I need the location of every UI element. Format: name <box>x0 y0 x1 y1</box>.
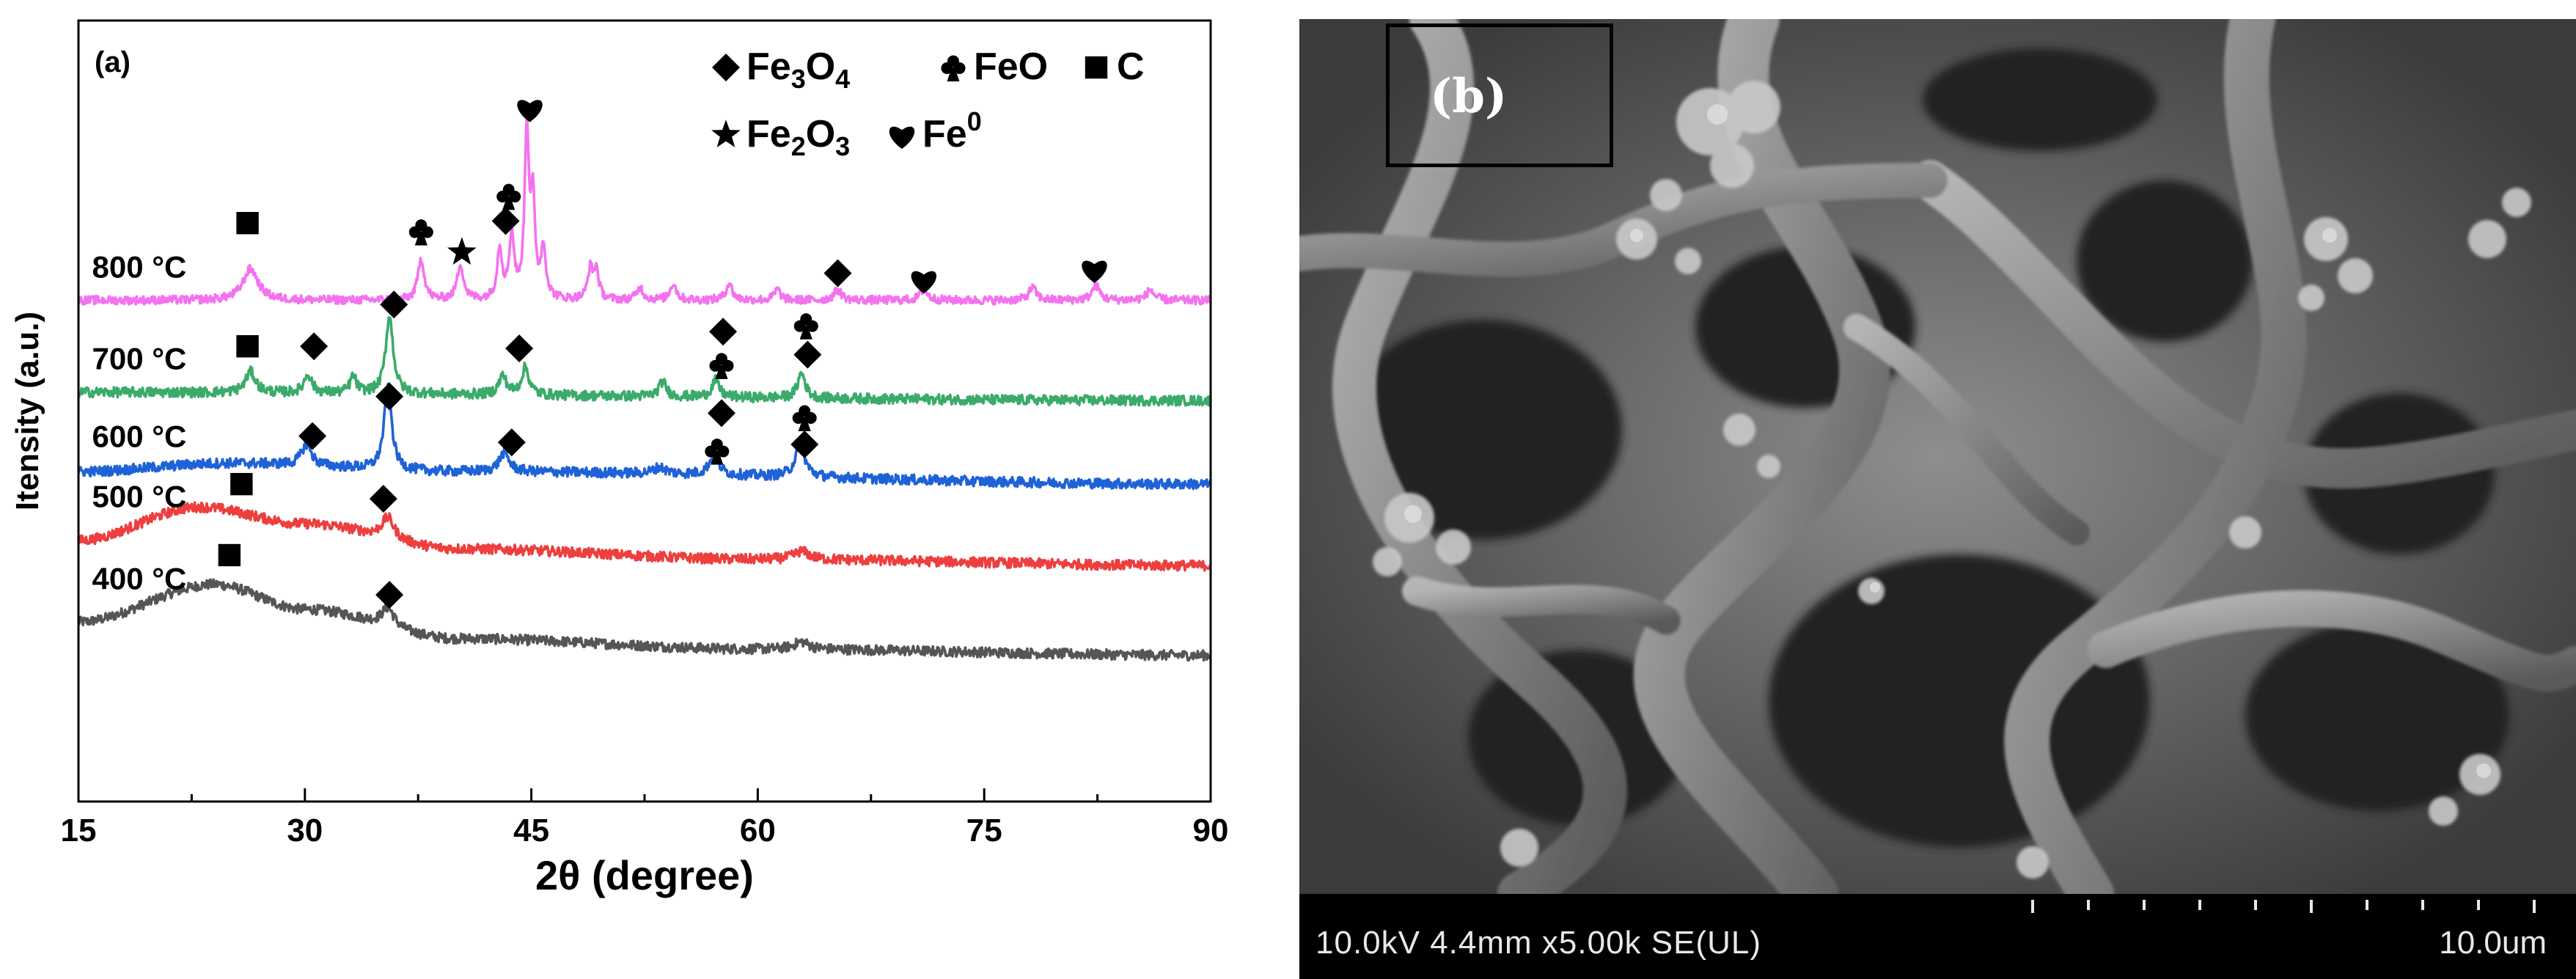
sem-panel-label: (b) <box>1430 69 1508 124</box>
legend-label-2: C <box>1117 45 1145 88</box>
peak-marker-club-4-1 <box>408 219 433 246</box>
peak-marker-heart-4-7 <box>911 271 937 294</box>
peak-marker-diamond-0-1 <box>375 581 404 609</box>
peak-marker-diamond-2-2 <box>497 428 526 457</box>
legend-symbol-diamond <box>712 54 740 81</box>
peak-marker-square-0-0 <box>218 543 241 567</box>
x-axis-label: 2θ (degree) <box>535 852 754 898</box>
sem-image-panel: (b) 10.0kV 4.4mm x5.00k SE(UL) 10.0um <box>1299 19 2576 979</box>
zoom-region-box <box>1386 23 1613 167</box>
chart-panel-label: (a) <box>95 46 131 78</box>
xrd-chart: 400 °C 500 °C 600 °C 700 °C 800 °C 15 30 45 60 7… <box>10 19 1229 898</box>
sem-scale-label: 10.0um <box>2439 925 2547 961</box>
peak-marker-square-4-0 <box>236 212 259 235</box>
peak-marker-diamond-2-5 <box>790 430 819 459</box>
series-label-0: 400 °C <box>92 561 187 595</box>
peak-marker-square-3-0 <box>236 335 259 358</box>
legend-symbol-star <box>711 120 741 147</box>
peak-marker-club-2-3 <box>705 439 730 465</box>
peak-marker-diamond-4-6 <box>823 259 852 287</box>
legend-symbol-heart <box>889 126 915 149</box>
series-line-0 <box>77 578 1212 662</box>
peak-marker-diamond-2-0 <box>298 422 327 450</box>
peak-marker-club-3-4 <box>709 353 734 379</box>
x-tick-label-0: 15 <box>61 813 97 848</box>
x-tick-label-1: 30 <box>287 813 323 848</box>
peak-marker-diamond-3-6 <box>793 340 822 369</box>
series-label-4: 800 °C <box>92 249 187 284</box>
peak-marker-square-1-0 <box>230 472 253 496</box>
series-label-1: 500 °C <box>92 479 187 513</box>
series-line-2 <box>77 382 1212 491</box>
peak-marker-diamond-3-1 <box>300 332 329 361</box>
x-tick-label-3: 60 <box>740 813 776 848</box>
series-label-2: 600 °C <box>92 419 187 453</box>
peak-marker-club-4-4 <box>496 183 521 210</box>
x-tick-label-2: 45 <box>513 813 549 848</box>
series-label-3: 700 °C <box>92 342 187 376</box>
legend-symbol-club <box>941 55 966 81</box>
legend-label-3: Fe2O3 <box>746 113 850 161</box>
series-line-1 <box>77 501 1212 572</box>
plot-frame <box>77 19 1212 803</box>
peak-marker-diamond-3-3 <box>505 334 534 363</box>
peak-marker-heart-4-5 <box>517 100 543 122</box>
peak-marker-diamond-3-5 <box>709 318 738 346</box>
legend-symbol-square <box>1085 56 1108 79</box>
sem-acquisition-info: 10.0kV 4.4mm x5.00k SE(UL) <box>1315 925 1762 961</box>
sem-info-bar: 10.0kV 4.4mm x5.00k SE(UL) 10.0um <box>1299 894 2576 979</box>
peak-marker-diamond-2-1 <box>375 382 404 411</box>
peak-marker-diamond-2-4 <box>707 399 735 428</box>
legend-label-0: Fe3O4 <box>746 45 850 94</box>
peak-marker-diamond-3-2 <box>380 290 408 319</box>
series-line-4 <box>77 114 1212 306</box>
legend-label-1: FeO <box>974 45 1048 88</box>
xrd-chart-panel: 400 °C 500 °C 600 °C 700 °C 800 °C 15 30 45 60 7… <box>0 0 1247 979</box>
peak-marker-club-2-6 <box>792 405 817 432</box>
x-tick-label-4: 75 <box>966 813 1002 848</box>
legend-label-4: Fe0 <box>922 106 982 155</box>
peak-marker-diamond-1-1 <box>369 485 397 513</box>
peak-marker-star-4-2 <box>447 237 477 265</box>
peak-marker-diamond-4-3 <box>491 207 520 235</box>
y-axis-label: Itensity (a.u.) <box>10 312 45 510</box>
series-line-3 <box>77 316 1212 407</box>
peak-marker-heart-4-8 <box>1082 260 1107 283</box>
sem-scale-ticks <box>2031 900 2536 913</box>
peak-marker-club-3-7 <box>793 313 818 340</box>
x-tick-label-5: 90 <box>1193 813 1229 848</box>
